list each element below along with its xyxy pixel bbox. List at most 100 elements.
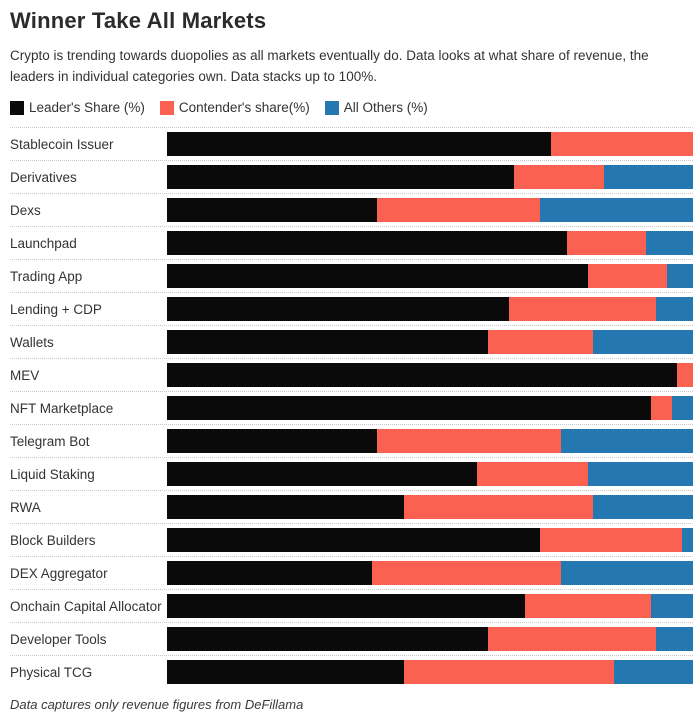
bar-segment[interactable] bbox=[677, 363, 693, 388]
category-label: Trading App bbox=[10, 268, 83, 284]
bar-segment[interactable] bbox=[524, 594, 651, 619]
bar-segment[interactable] bbox=[587, 264, 667, 289]
bar-segment[interactable] bbox=[167, 363, 678, 388]
bar-track bbox=[167, 660, 693, 685]
bar-segment[interactable] bbox=[671, 396, 693, 421]
bar-segment[interactable] bbox=[167, 297, 509, 322]
bar-segment[interactable] bbox=[403, 660, 615, 685]
bar-segment[interactable] bbox=[561, 561, 693, 586]
bar-segment[interactable] bbox=[540, 198, 693, 223]
category-label: DEX Aggregator bbox=[10, 565, 108, 581]
bar-segment[interactable] bbox=[682, 528, 693, 553]
legend-item: Leader's Share (%) bbox=[10, 100, 145, 115]
bar-segment[interactable] bbox=[561, 429, 693, 454]
category-label: Developer Tools bbox=[10, 631, 107, 647]
chart-row: NFT Marketplace bbox=[10, 391, 693, 424]
bar-track bbox=[167, 198, 693, 223]
bar-segment[interactable] bbox=[650, 594, 693, 619]
chart-row: Trading App bbox=[10, 259, 693, 292]
stacked-bar-chart: Stablecoin Issuer Derivatives Dexs Launchpa… bbox=[10, 127, 693, 688]
bar-segment[interactable] bbox=[593, 330, 693, 355]
bar-segment[interactable] bbox=[650, 396, 672, 421]
chart-row: MEV bbox=[10, 358, 693, 391]
bar-segment[interactable] bbox=[656, 297, 693, 322]
bar-segment[interactable] bbox=[167, 495, 404, 520]
chart-row: Dexs bbox=[10, 193, 693, 226]
legend-swatch-icon bbox=[324, 100, 339, 115]
category-label: Lending + CDP bbox=[10, 301, 102, 317]
bar-segment[interactable] bbox=[656, 627, 693, 652]
bar-segment[interactable] bbox=[167, 561, 373, 586]
bar-segment[interactable] bbox=[167, 660, 404, 685]
chart-row: Launchpad bbox=[10, 226, 693, 259]
bar-segment[interactable] bbox=[167, 330, 488, 355]
bar-segment[interactable] bbox=[167, 627, 488, 652]
bar-segment[interactable] bbox=[167, 231, 567, 256]
chart-row: Block Builders bbox=[10, 523, 693, 556]
bar-track bbox=[167, 462, 693, 487]
category-label: RWA bbox=[10, 499, 41, 515]
chart-subtitle: Crypto is trending towards duopolies as … bbox=[10, 48, 649, 85]
bar-segment[interactable] bbox=[377, 198, 541, 223]
category-label: Physical TCG bbox=[10, 664, 93, 680]
bar-segment[interactable] bbox=[167, 396, 651, 421]
bar-segment[interactable] bbox=[167, 528, 541, 553]
bar-segment[interactable] bbox=[593, 495, 693, 520]
legend-label: Contender's share(%) bbox=[178, 100, 310, 116]
bar-track bbox=[167, 528, 693, 553]
bar-segment[interactable] bbox=[487, 330, 594, 355]
bar-segment[interactable] bbox=[167, 264, 588, 289]
category-label: Block Builders bbox=[10, 532, 96, 548]
category-label: Wallets bbox=[10, 334, 54, 350]
bar-segment[interactable] bbox=[514, 165, 604, 190]
bar-segment[interactable] bbox=[167, 165, 515, 190]
bar-segment[interactable] bbox=[167, 198, 378, 223]
bar-segment[interactable] bbox=[540, 528, 683, 553]
bar-segment[interactable] bbox=[167, 462, 478, 487]
bar-segment[interactable] bbox=[377, 429, 562, 454]
chart-row: Onchain Capital Allocator bbox=[10, 589, 693, 622]
bar-track bbox=[167, 330, 693, 355]
legend-item: All Others (%) bbox=[324, 100, 428, 115]
category-label: Onchain Capital Allocator bbox=[10, 598, 162, 614]
bar-segment[interactable] bbox=[487, 627, 657, 652]
chart-legend: Leader's Share (%) Contender's share(%) Al… bbox=[10, 100, 693, 115]
category-label: NFT Marketplace bbox=[10, 400, 114, 416]
bar-track bbox=[167, 429, 693, 454]
bar-segment[interactable] bbox=[587, 462, 693, 487]
category-label: Telegram Bot bbox=[10, 433, 90, 449]
chart-row: DEX Aggregator bbox=[10, 556, 693, 589]
bar-segment[interactable] bbox=[403, 495, 594, 520]
bar-track bbox=[167, 396, 693, 421]
bar-segment[interactable] bbox=[508, 297, 657, 322]
bar-track bbox=[167, 264, 693, 289]
chart-row: Telegram Bot bbox=[10, 424, 693, 457]
bar-track bbox=[167, 363, 693, 388]
bar-segment[interactable] bbox=[645, 231, 693, 256]
category-label: Dexs bbox=[10, 202, 41, 218]
bar-segment[interactable] bbox=[167, 594, 525, 619]
bar-segment[interactable] bbox=[566, 231, 646, 256]
bar-segment[interactable] bbox=[167, 132, 551, 157]
bar-segment[interactable] bbox=[666, 264, 693, 289]
bar-track bbox=[167, 594, 693, 619]
category-label: MEV bbox=[10, 367, 40, 383]
chart-row: Liquid Staking bbox=[10, 457, 693, 490]
bar-segment[interactable] bbox=[372, 561, 562, 586]
bar-segment[interactable] bbox=[550, 132, 693, 157]
category-label: Launchpad bbox=[10, 235, 77, 251]
bar-segment[interactable] bbox=[614, 660, 693, 685]
chart-row: Derivatives bbox=[10, 160, 693, 193]
bar-segment[interactable] bbox=[477, 462, 588, 487]
category-label: Stablecoin Issuer bbox=[10, 136, 114, 152]
bar-track bbox=[167, 165, 693, 190]
chart-row: Lending + CDP bbox=[10, 292, 693, 325]
bar-track bbox=[167, 561, 693, 586]
chart-row: Physical TCG bbox=[10, 655, 693, 688]
chart-row: Wallets bbox=[10, 325, 693, 358]
bar-segment[interactable] bbox=[603, 165, 693, 190]
bar-track bbox=[167, 297, 693, 322]
page-title: Winner Take All Markets bbox=[10, 8, 267, 33]
bar-segment[interactable] bbox=[167, 429, 378, 454]
